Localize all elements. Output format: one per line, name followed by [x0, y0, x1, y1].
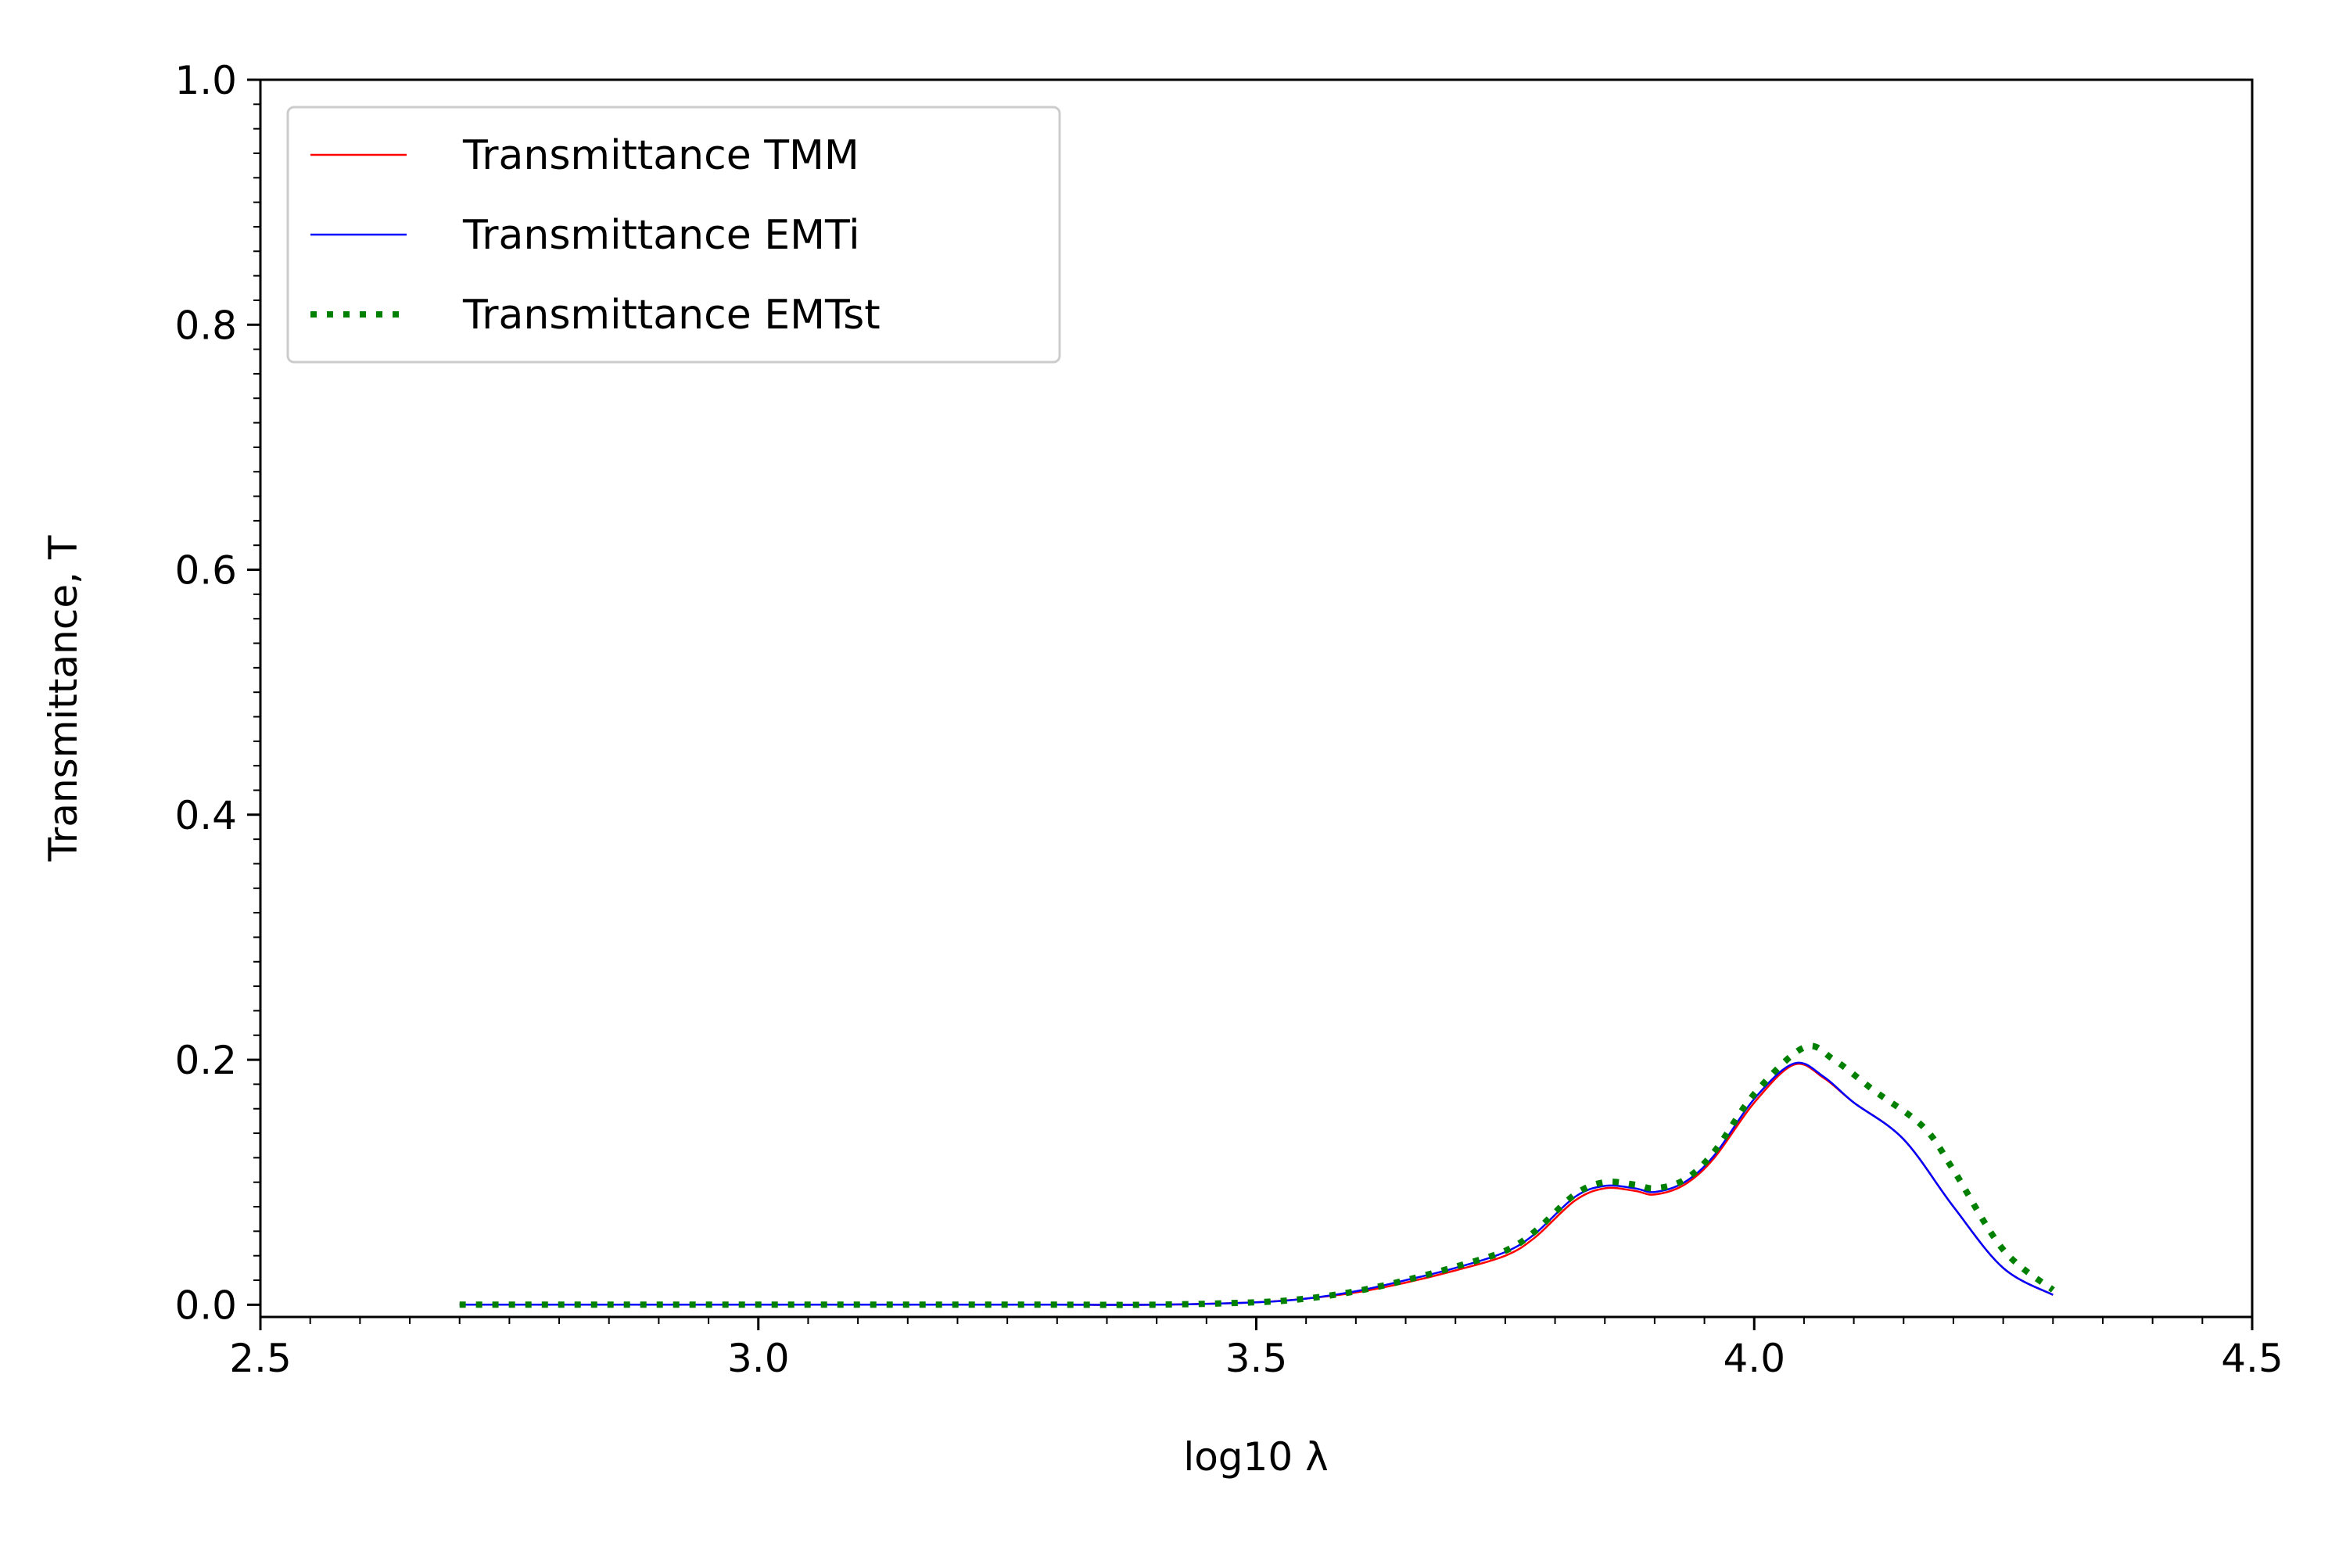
legend-label-0: Transmittance TMM	[462, 132, 859, 179]
y-tick-label: 0.2	[174, 1038, 237, 1083]
legend: Transmittance TMM Transmittance EMTi Trans…	[286, 106, 1061, 364]
legend-label-1: Transmittance EMTi	[462, 212, 860, 259]
x-tick-label: 2.5	[229, 1336, 292, 1381]
y-tick-label: 0.8	[174, 303, 237, 348]
x-tick-label: 3.0	[727, 1336, 790, 1381]
ticks-layer: 2.5 3.0 3.5 4.0 4.5 0.0 0.2 0.4 0.6 0.8 1.0	[174, 58, 2283, 1381]
legend-box	[286, 106, 1061, 364]
series-layer	[459, 1042, 2055, 1308]
y-tick-label: 0.6	[174, 548, 237, 594]
y-tick-label: 1.0	[174, 58, 237, 103]
x-tick-label: 4.5	[2221, 1336, 2283, 1381]
legend-label-2: Transmittance EMTst	[462, 292, 881, 339]
y-tick-label: 0.0	[174, 1283, 237, 1328]
x-axis-label: log10 λ	[1183, 1434, 1328, 1480]
series-line-2	[459, 1042, 2055, 1308]
y-tick-label: 0.4	[174, 793, 237, 838]
y-axis-label: Transmittance, T	[41, 535, 86, 862]
plot-frame	[259, 78, 2254, 1319]
x-tick-label: 3.5	[1225, 1336, 1288, 1381]
x-tick-label: 4.0	[1723, 1336, 1785, 1381]
